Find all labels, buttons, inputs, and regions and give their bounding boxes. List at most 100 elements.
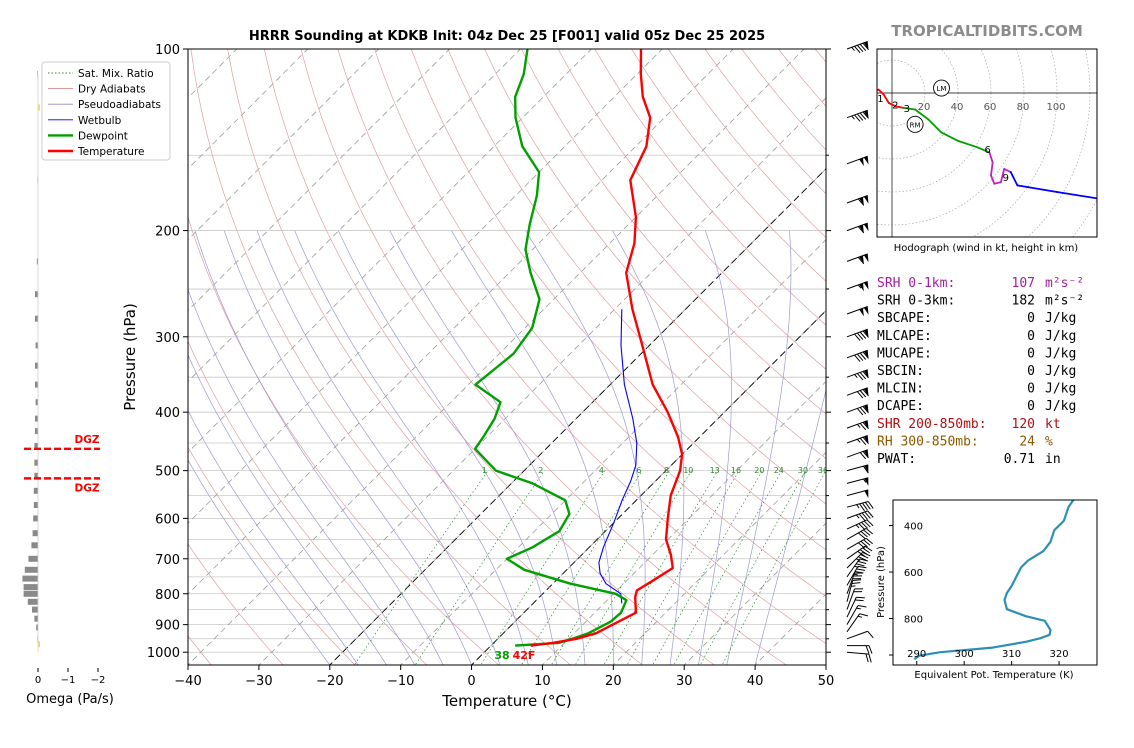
- barb-full: [858, 513, 866, 521]
- dry-adiabat: [594, 49, 826, 326]
- wind-barb: [846, 369, 869, 381]
- hodo-segment: [1056, 191, 1097, 200]
- barb-staff: [846, 651, 869, 655]
- index-unit: %: [1045, 434, 1053, 449]
- barb-full: [856, 373, 864, 381]
- barb-staff: [846, 605, 859, 625]
- hodo-segment: [990, 161, 994, 177]
- theta-e-xtick-label: 300: [955, 649, 974, 660]
- hodo-ring-label: 80: [1017, 102, 1030, 113]
- mixing-ratio-label: 6: [636, 466, 641, 475]
- index-value: 107: [1012, 276, 1035, 291]
- barb-full: [862, 351, 869, 359]
- barb-staff: [846, 527, 867, 540]
- barb-full: [857, 256, 865, 265]
- chart-title: HRRR Sounding at KDKB Init: 04z Dec 25 […: [249, 29, 765, 44]
- theta-e-ytick-label: 600: [904, 568, 923, 579]
- index-unit: in: [1045, 452, 1061, 467]
- omega-bar: [35, 415, 38, 422]
- index-value: 0.71: [1004, 452, 1035, 467]
- dry-adiabat: [1072, 49, 1134, 668]
- hodo-height-label: 3: [904, 104, 910, 115]
- omega-mark: [38, 641, 40, 648]
- barb-full: [862, 547, 870, 554]
- dry-adiabat: [190, 49, 572, 665]
- barb-staff: [846, 155, 868, 165]
- barb-full: [857, 198, 865, 206]
- barb-full: [859, 407, 867, 415]
- skewt-frame: [187, 48, 827, 666]
- index-value: 24: [1019, 434, 1035, 449]
- omega-bar: [35, 399, 38, 406]
- x-tick-label: 10: [534, 674, 551, 689]
- pseudoadiabat: [194, 230, 444, 665]
- dry-adiabat: [814, 49, 826, 63]
- x-tick-label: 0: [467, 674, 475, 689]
- theta-e-ytick-label: 800: [904, 615, 923, 626]
- index-label: PWAT:: [877, 452, 916, 467]
- barb-full: [865, 528, 873, 535]
- omega-bar: [36, 624, 38, 631]
- index-unit: J/kg: [1045, 311, 1076, 326]
- barb-staff: [846, 306, 868, 315]
- barb-full: [867, 630, 874, 639]
- barb-full: [862, 451, 869, 459]
- dry-adiabat: [188, 543, 284, 665]
- isotherm: [188, 49, 451, 312]
- pseudoadiabat: [612, 230, 685, 665]
- barb-staff: [846, 464, 869, 472]
- barb-full: [863, 539, 871, 546]
- dry-adiabat: [521, 49, 826, 415]
- dry-adiabat: [188, 216, 500, 665]
- wind-barb: [846, 527, 873, 540]
- mixing-ratio-line: [414, 470, 545, 665]
- wind-barb: [846, 404, 869, 416]
- index-unit: J/kg: [1045, 399, 1076, 414]
- barb-full: [864, 545, 873, 552]
- x-tick-label: 20: [605, 674, 622, 689]
- wetbulb-line: [598, 309, 638, 604]
- index-unit: J/kg: [1045, 382, 1076, 397]
- hodo-ring-label: 40: [951, 102, 964, 113]
- isotherm: [188, 49, 663, 524]
- mixing-ratio-label: 24: [774, 466, 784, 475]
- barb-full: [857, 226, 865, 234]
- temperature-line: [530, 49, 684, 647]
- dry-adiabat: [188, 340, 428, 665]
- barb-full: [863, 520, 871, 528]
- mixing-ratio-line: [673, 470, 783, 665]
- surface-dewpoint-label: 38: [494, 649, 509, 662]
- storm-motion-marker: [906, 115, 924, 133]
- isotherm: [825, 664, 826, 665]
- dry-adiabat: [337, 49, 826, 645]
- omega-tick-label: −2: [91, 675, 106, 686]
- barb-staff: [846, 566, 859, 586]
- barb-full: [862, 371, 869, 379]
- wind-barb: [846, 613, 869, 633]
- omega-bar: [34, 615, 38, 622]
- hodo-segment: [927, 118, 943, 134]
- barb-full: [859, 613, 869, 617]
- hodo-segment: [1016, 184, 1058, 193]
- barb-full: [860, 531, 868, 538]
- barb-full: [854, 599, 864, 602]
- indices-table: SRH 0-1km: 107 m²s⁻² SRH 0-3km: 182 m²s⁻² SBCA…: [877, 276, 1084, 467]
- barb-full: [863, 465, 869, 474]
- barb-full: [859, 112, 867, 120]
- storm-motion-label: RM: [910, 121, 921, 129]
- theta-e-xtick-label: 290: [907, 649, 926, 660]
- barb-full: [854, 114, 861, 122]
- index-value: 0: [1027, 311, 1035, 326]
- index-label: MLCIN:: [877, 382, 924, 397]
- isotherm: [188, 49, 592, 453]
- wind-barb: [846, 109, 869, 122]
- barb-full: [854, 45, 861, 54]
- barb-flag: [859, 308, 864, 317]
- barb-full: [864, 511, 871, 519]
- barb-full: [854, 354, 861, 362]
- mixing-ratio-label: 20: [754, 466, 764, 475]
- legend-label: Dry Adiabats: [78, 84, 146, 96]
- barb-full: [860, 540, 868, 548]
- barb-full: [853, 575, 863, 577]
- theta-e-panel: 290 300 310 320 400 600 800: [889, 500, 1075, 665]
